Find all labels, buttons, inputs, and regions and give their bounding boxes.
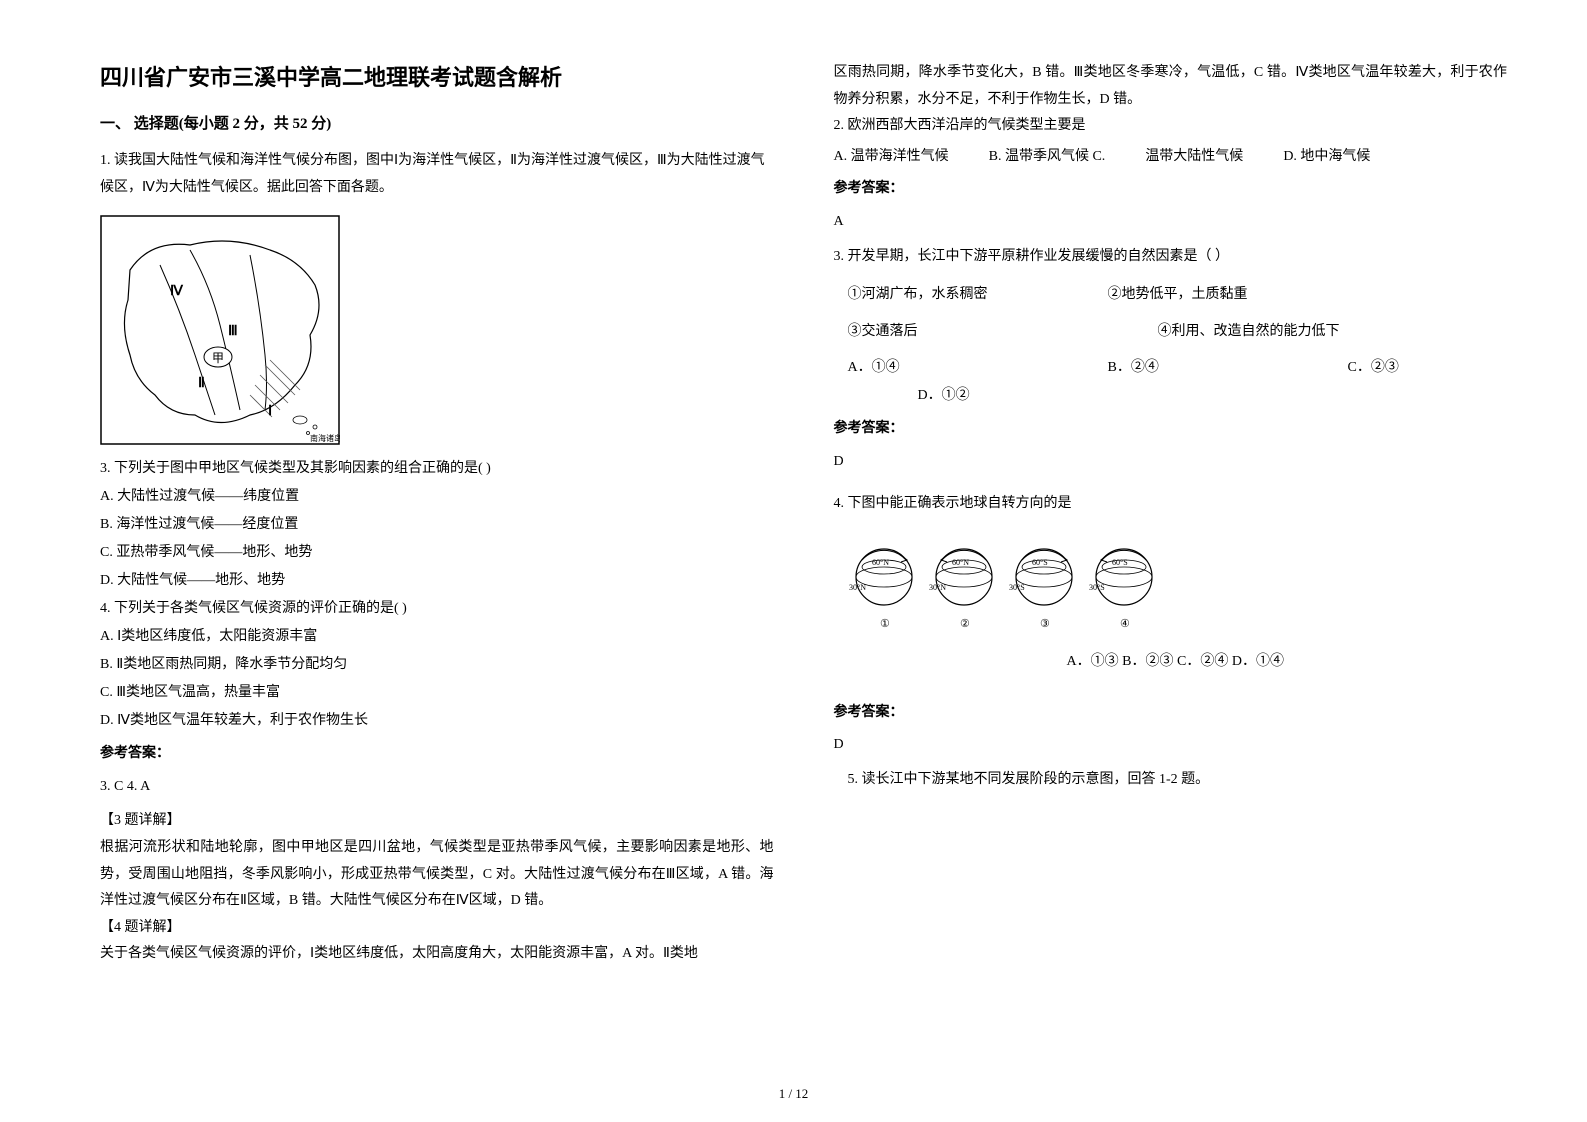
q3-opt-c: C．②③ xyxy=(1334,355,1399,382)
section-1-header: 一、 选择题(每小题 2 分，共 52 分) xyxy=(100,112,774,133)
q1-sub4-b: B. Ⅱ类地区雨热同期，降水季节分配均匀 xyxy=(100,651,774,679)
q3-abc: A．①④ B．②④ C．②③ xyxy=(834,355,1508,382)
q3-stem: 3. 开发早期，长江中下游平原耕作业发展缓慢的自然因素是（ ） xyxy=(834,244,1508,271)
q2-opt-a: A. 温带海洋性气候 xyxy=(834,144,949,171)
q1-explain3-text: 根据河流形状和陆地轮廓，图中甲地区是四川盆地，气候类型是亚热带季风气候，主要影响… xyxy=(100,835,774,915)
svg-text:60°N: 60°N xyxy=(952,558,969,567)
q3-opt-d: D．①② xyxy=(834,382,1508,410)
q3-row2: ③交通落后 ④利用、改造自然的能力低下 xyxy=(834,319,1508,346)
svg-text:甲: 甲 xyxy=(212,351,224,365)
q2-opt-d: D. 地中海气候 xyxy=(1283,144,1370,171)
svg-text:Ⅰ: Ⅰ xyxy=(268,404,272,419)
q1-explain4-label: 【4 题详解】 xyxy=(100,915,774,942)
q2-answer-label: 参考答案： xyxy=(834,176,1508,203)
svg-text:30°S: 30°S xyxy=(1009,583,1025,592)
q1-sub3-a: A. 大陆性过渡气候——纬度位置 xyxy=(100,483,774,511)
q4-caption: A．①③ B．②③ C．②④ D．①④ xyxy=(844,650,1508,670)
q3-opt2: ②地势低平，土质黏重 xyxy=(1094,282,1248,309)
svg-text:60°N: 60°N xyxy=(872,558,889,567)
figure-globes: 60°N 30°N ① 60°N 30°N ② xyxy=(844,532,1508,670)
q1-explain4-text-p1: 关于各类气候区气候资源的评价，Ⅰ类地区纬度低，太阳高度角大，太阳能资源丰富，A … xyxy=(100,941,774,968)
q1-stem: 1. 读我国大陆性气候和海洋性气候分布图，图中Ⅰ为海洋性气候区，Ⅱ为海洋性过渡气… xyxy=(100,148,774,201)
svg-text:南海诸岛: 南海诸岛 xyxy=(310,433,340,443)
q4-answer: D xyxy=(834,732,1508,759)
q5-stem: 5. 读长江中下游某地不同发展阶段的示意图，回答 1-2 题。 xyxy=(834,767,1508,794)
q1-explain4-text-p2: 区雨热同期，降水季节变化大，B 错。Ⅲ类地区冬季寒冷，气温低，C 错。Ⅳ类地区气… xyxy=(834,60,1508,113)
q2-stem: 2. 欧洲西部大西洋沿岸的气候类型主要是 xyxy=(834,113,1508,140)
svg-text:Ⅳ: Ⅳ xyxy=(170,284,184,299)
right-column: 区雨热同期，降水季节变化大，B 错。Ⅲ类地区冬季寒冷，气温低，C 错。Ⅳ类地区气… xyxy=(834,60,1508,1042)
q1-sub4-c: C. Ⅲ类地区气温高，热量丰富 xyxy=(100,679,774,707)
q4-answer-label: 参考答案： xyxy=(834,700,1508,727)
svg-text:60°S: 60°S xyxy=(1112,558,1128,567)
q1-answers: 3. C 4. A xyxy=(100,774,774,801)
q1-answer-label: 参考答案： xyxy=(100,741,774,768)
q2-answer: A xyxy=(834,209,1508,236)
svg-text:①: ① xyxy=(880,618,890,630)
q1-sub4-a: A. Ⅰ类地区纬度低，太阳能资源丰富 xyxy=(100,623,774,651)
q1-sub4-stem: 4. 下列关于各类气候区气候资源的评价正确的是( ) xyxy=(100,595,774,623)
q3-opt4: ④利用、改造自然的能力低下 xyxy=(1144,319,1340,346)
q1-sub3-stem: 3. 下列关于图中甲地区气候类型及其影响因素的组合正确的是( ) xyxy=(100,455,774,483)
q1-sub3-b: B. 海洋性过渡气候——经度位置 xyxy=(100,511,774,539)
q1-explain3-label: 【3 题详解】 xyxy=(100,808,774,835)
q3-opt1: ①河湖广布，水系稠密 xyxy=(834,282,1054,309)
svg-text:③: ③ xyxy=(1040,618,1050,630)
svg-text:30°S: 30°S xyxy=(1089,583,1105,592)
svg-text:30°N: 30°N xyxy=(929,583,946,592)
q1-sub4-d: D. Ⅳ类地区气温年较差大，利于农作物生长 xyxy=(100,707,774,735)
document-title: 四川省广安市三溪中学高二地理联考试题含解析 xyxy=(100,60,774,92)
svg-text:30°N: 30°N xyxy=(849,583,866,592)
left-column: 四川省广安市三溪中学高二地理联考试题含解析 一、 选择题(每小题 2 分，共 5… xyxy=(100,60,774,1042)
svg-text:④: ④ xyxy=(1120,618,1130,630)
figure-china-map: 甲 Ⅳ Ⅲ Ⅱ Ⅰ 南海诸岛 xyxy=(100,215,774,445)
page-number: 1 / 12 xyxy=(779,1086,809,1102)
q3-answer-label: 参考答案： xyxy=(834,416,1508,443)
svg-text:②: ② xyxy=(960,618,970,630)
q2-opt-c: 温带大陆性气候 xyxy=(1145,144,1243,171)
q2-options: A. 温带海洋性气候 B. 温带季风气候 C. 温带大陆性气候 D. 地中海气候 xyxy=(834,144,1508,171)
q2-opt-b: B. 温带季风气候 C. xyxy=(989,144,1106,171)
q3-row1: ①河湖广布，水系稠密 ②地势低平，土质黏重 xyxy=(834,282,1508,309)
q3-opt-a: A．①④ xyxy=(834,355,1054,382)
q3-opt3: ③交通落后 xyxy=(834,319,1104,346)
svg-text:Ⅲ: Ⅲ xyxy=(228,324,238,339)
q4-stem: 4. 下图中能正确表示地球自转方向的是 xyxy=(834,491,1508,518)
svg-text:Ⅱ: Ⅱ xyxy=(198,376,205,391)
q1-sub3-d: D. 大陆性气候——地形、地势 xyxy=(100,567,774,595)
q3-answer: D xyxy=(834,449,1508,476)
svg-text:60°S: 60°S xyxy=(1032,558,1048,567)
q3-opt-b: B．②④ xyxy=(1094,355,1294,382)
q1-sub3-c: C. 亚热带季风气候——地形、地势 xyxy=(100,539,774,567)
